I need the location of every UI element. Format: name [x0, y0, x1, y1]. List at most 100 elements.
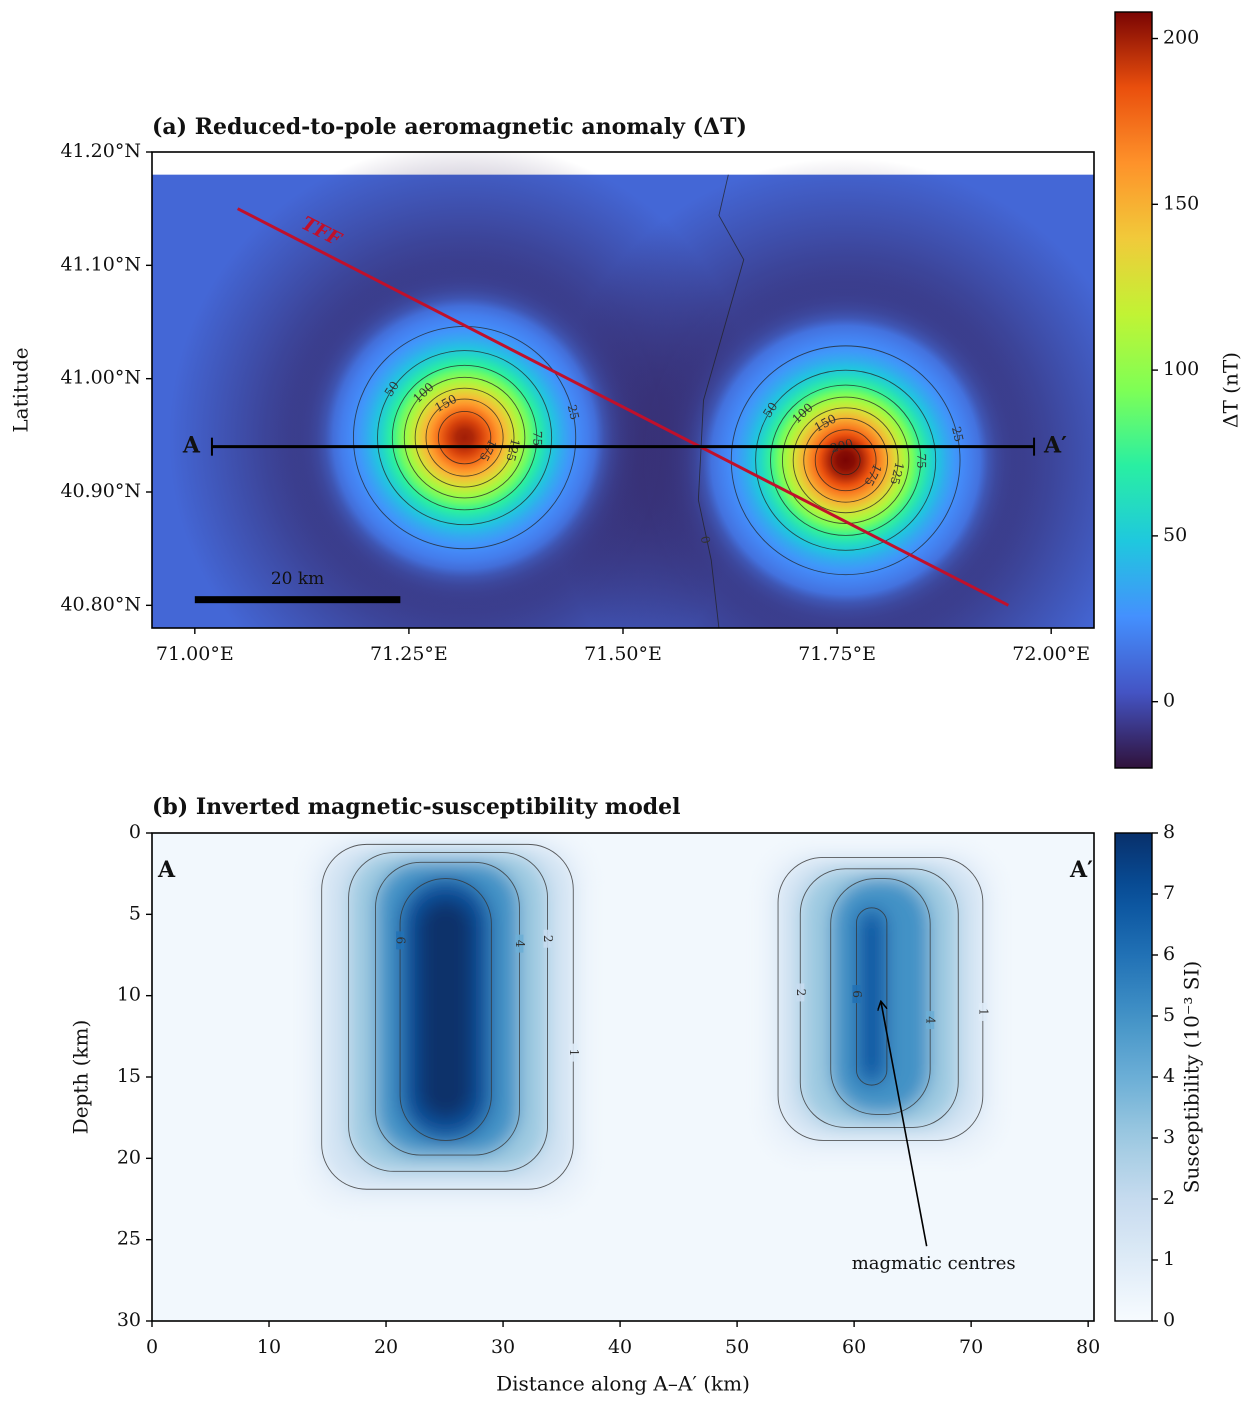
contour-line — [348, 852, 548, 1172]
colorbar-tick-label: 3 — [1163, 1126, 1175, 1148]
chart-title: (b) Inverted magnetic-susceptibility mod… — [152, 794, 680, 820]
contour-label: 1 — [976, 1008, 990, 1016]
x-tick-label: 40 — [608, 1336, 632, 1358]
contour-label: 0 — [698, 535, 713, 545]
colorbar-label: Susceptibility (10⁻³ SI) — [1180, 961, 1204, 1193]
colorbar-tick-label: 8 — [1163, 821, 1175, 843]
scale-bar-label: 20 km — [271, 569, 324, 589]
colorbar-tick-label: 0 — [1163, 690, 1175, 712]
contour-label-gap — [515, 934, 524, 953]
anomaly — [644, 258, 1048, 628]
x-tick-label: 71.75°E — [798, 643, 876, 665]
colorbar — [1114, 11, 1153, 769]
colorbar-tick-label: 4 — [1163, 1065, 1175, 1087]
contour-line — [781, 396, 910, 524]
colorbar-label: ΔT (nT) — [1219, 352, 1243, 428]
x-tick-label: 70 — [959, 1336, 983, 1358]
contour-label-gap — [543, 929, 552, 948]
y-axis-label: Depth (km) — [69, 1020, 93, 1135]
contour-label: 4 — [513, 940, 527, 948]
colorbar-tick-label: 2 — [1163, 1187, 1175, 1209]
colorbar-tick-label: 100 — [1163, 358, 1199, 380]
x-tick-label: 71.00°E — [156, 643, 234, 665]
x-tick-label: 71.25°E — [370, 643, 448, 665]
x-tick-label: 10 — [257, 1336, 281, 1358]
contour-label-gap — [852, 985, 861, 1004]
contour-label: 6 — [394, 937, 408, 945]
annotation-arrow — [881, 1002, 928, 1247]
core — [862, 922, 881, 1071]
colorbar-tick-label: 0 — [1163, 1309, 1175, 1331]
y-tick-label: 15 — [117, 1065, 141, 1087]
contour-label: 25 — [565, 403, 582, 421]
colorbar-tick-label: 5 — [1163, 1004, 1175, 1026]
y-tick-label: 41.20°N — [60, 140, 141, 162]
y-tick-label: 10 — [117, 984, 141, 1006]
contour-line — [321, 843, 574, 1190]
x-axis-label: Distance along A–A′ (km) — [496, 1372, 750, 1396]
fault-line — [236, 207, 1010, 607]
contour-line — [803, 417, 889, 503]
contour-label-gap — [569, 1043, 578, 1062]
y-tick-label: 30 — [117, 1309, 141, 1331]
contour-line — [777, 856, 984, 1141]
contour-line — [391, 364, 538, 511]
contour-label: 125 — [503, 437, 522, 463]
profile-label: A — [157, 857, 176, 883]
colorbar-tick-label: 6 — [1163, 943, 1175, 965]
contour-label-gap — [978, 1002, 987, 1021]
contour-label: 4 — [924, 1016, 938, 1024]
x-tick-label: 0 — [146, 1336, 158, 1358]
y-tick-label: 41.10°N — [60, 253, 141, 275]
x-tick-label: 20 — [374, 1336, 398, 1358]
y-tick-label: 20 — [117, 1146, 141, 1168]
contour-line — [437, 410, 492, 465]
profile-label: A′ — [1069, 857, 1093, 883]
y-tick-label: 41.00°N — [60, 367, 141, 389]
contour-line — [770, 384, 922, 536]
colorbar-tick-label: 200 — [1163, 27, 1199, 49]
anomaly — [267, 240, 662, 628]
plot-area: 1 2 4 6 1 2 4 6 — [152, 833, 1094, 1321]
colorbar-tick-label: 150 — [1163, 192, 1199, 214]
x-tick-label: 72.00°E — [1012, 643, 1090, 665]
y-tick-label: 0 — [129, 821, 141, 843]
contour-label-gap — [926, 1011, 935, 1030]
contour-label-gap — [796, 983, 805, 1002]
y-tick-label: 25 — [117, 1228, 141, 1250]
contour-line — [403, 376, 526, 499]
contour-line — [730, 345, 961, 576]
contour-label: 2 — [541, 935, 555, 943]
contour-line — [814, 429, 877, 492]
colorbar-tick-label: 1 — [1163, 1248, 1175, 1270]
profile-label: A — [182, 433, 201, 459]
colorbar-tick-label: 50 — [1163, 524, 1187, 546]
contour-line — [792, 407, 899, 514]
contour-line — [377, 350, 553, 526]
contour-line — [399, 878, 492, 1141]
scale-bar — [194, 596, 401, 604]
chart-title: (a) Reduced-to-pole aeromagnetic anomaly… — [152, 114, 747, 140]
y-tick-label: 40.80°N — [60, 593, 141, 615]
contour-label: 2 — [794, 989, 808, 997]
colorbar-tick-label: 7 — [1163, 882, 1175, 904]
contour-label-gap — [396, 931, 405, 950]
contour-line — [697, 174, 745, 628]
contour-line — [414, 387, 515, 488]
contour-line — [375, 861, 520, 1156]
profile-label: A′ — [1043, 433, 1067, 459]
core — [418, 899, 474, 1120]
x-tick-label: 50 — [725, 1336, 749, 1358]
contour-label: 6 — [850, 990, 864, 998]
colorbar — [1114, 832, 1153, 1322]
contour-line — [755, 369, 937, 551]
annotation: magmatic centres — [852, 1253, 1016, 1274]
contour-label: 75 — [530, 431, 544, 446]
x-tick-label: 60 — [842, 1336, 866, 1358]
y-axis-label: Latitude — [9, 347, 33, 432]
y-tick-label: 40.90°N — [60, 480, 141, 502]
x-tick-label: 30 — [491, 1336, 515, 1358]
